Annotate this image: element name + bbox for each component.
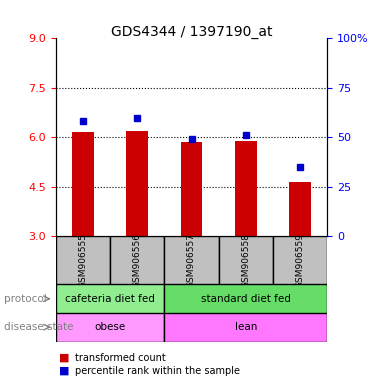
Bar: [273, 236, 327, 284]
Text: ■: ■: [59, 366, 70, 376]
Bar: [164, 313, 327, 342]
Bar: [126, 131, 148, 236]
Text: GDS4344 / 1397190_at: GDS4344 / 1397190_at: [111, 25, 272, 39]
Text: lean: lean: [235, 322, 257, 333]
Text: ■: ■: [59, 353, 70, 363]
Text: obese: obese: [94, 322, 126, 333]
Bar: [219, 236, 273, 284]
Bar: [290, 182, 311, 236]
Bar: [110, 236, 164, 284]
Text: GSM906558: GSM906558: [241, 233, 250, 288]
Text: GSM906557: GSM906557: [187, 233, 196, 288]
Bar: [56, 313, 164, 342]
Text: transformed count: transformed count: [75, 353, 165, 363]
Text: protocol: protocol: [4, 294, 47, 304]
Text: cafeteria diet fed: cafeteria diet fed: [65, 293, 155, 304]
Bar: [164, 284, 327, 313]
Text: standard diet fed: standard diet fed: [201, 293, 291, 304]
Bar: [56, 236, 110, 284]
Bar: [235, 141, 257, 236]
Text: GSM906555: GSM906555: [78, 233, 87, 288]
Bar: [72, 132, 93, 236]
Text: percentile rank within the sample: percentile rank within the sample: [75, 366, 240, 376]
Text: GSM906556: GSM906556: [133, 233, 142, 288]
Bar: [181, 142, 202, 236]
Text: disease state: disease state: [4, 322, 73, 332]
Text: GSM906559: GSM906559: [296, 233, 305, 288]
Bar: [164, 236, 219, 284]
Bar: [56, 284, 164, 313]
